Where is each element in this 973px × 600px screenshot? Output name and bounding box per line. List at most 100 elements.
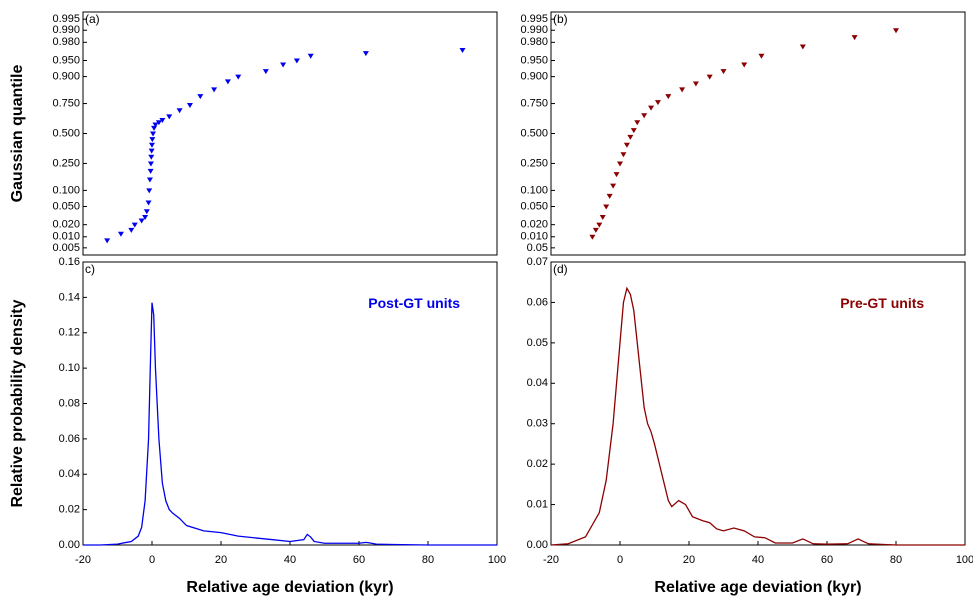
y-tick-label: 0.500 [52, 127, 80, 139]
y-tick-label: 0.990 [52, 24, 80, 36]
point [145, 200, 152, 206]
point [654, 100, 661, 106]
point [146, 177, 153, 183]
point [634, 120, 641, 126]
y-axis-title: Relative probability density [9, 299, 26, 507]
point [610, 183, 617, 189]
point [623, 142, 630, 148]
x-tick-label: 60 [821, 554, 833, 566]
y-tick-label: 0.250 [52, 157, 80, 169]
point [148, 148, 155, 154]
point [741, 62, 748, 68]
panel-label: (d) [553, 262, 568, 276]
x-tick-label: 80 [422, 554, 434, 566]
y-tick-label: 0.995 [520, 13, 548, 25]
panel-label: c) [85, 262, 95, 276]
point [280, 62, 287, 68]
y-tick-label: 0.010 [52, 231, 80, 243]
point [613, 172, 620, 178]
x-tick-label: 20 [215, 554, 227, 566]
y-tick-label: 0.020 [520, 219, 548, 231]
point [142, 214, 149, 220]
point [592, 227, 599, 233]
point [150, 131, 157, 137]
plot-frame [550, 11, 966, 256]
point [131, 222, 138, 228]
point [641, 113, 648, 119]
y-tick-label: 0.010 [520, 231, 548, 243]
point [630, 128, 637, 134]
y-tick-label: 0.00 [527, 539, 548, 551]
point [893, 28, 899, 34]
point [117, 231, 124, 237]
y-tick-label: 0.100 [52, 184, 80, 196]
point [128, 227, 135, 233]
y-tick-label: 0.06 [59, 433, 80, 445]
annotation: Post-GT units [368, 295, 460, 311]
y-tick-label: 0.995 [52, 13, 80, 25]
x-tick-label: -20 [543, 554, 559, 566]
y-tick-label: 0.08 [59, 397, 80, 409]
point [620, 152, 627, 158]
y-tick-label: 0.990 [520, 24, 548, 36]
y-tick-label: 0.950 [520, 54, 548, 66]
point [706, 74, 713, 80]
point [648, 105, 655, 111]
point [851, 35, 858, 41]
point [617, 161, 623, 167]
point [627, 134, 634, 140]
point [459, 48, 466, 54]
y-tick-label: 0.005 [52, 242, 80, 254]
point [799, 44, 806, 50]
y-tick-label: 0.05 [527, 337, 548, 349]
x-tick-label: 60 [353, 554, 365, 566]
x-tick-label: 20 [683, 554, 695, 566]
point [596, 222, 603, 228]
point [155, 120, 162, 126]
y-tick-label: 0.02 [59, 504, 80, 516]
panel-label: (b) [553, 12, 568, 26]
y-tick-label: 0.950 [52, 54, 80, 66]
point [149, 137, 156, 143]
y-tick-label: 0.980 [520, 36, 548, 48]
point [603, 204, 610, 210]
y-tick-label: 0.00 [59, 539, 80, 551]
x-tick-label: -20 [75, 554, 91, 566]
y-tick-label: 0.750 [52, 97, 80, 109]
x-axis-title: Relative age deviation (kyr) [186, 579, 393, 596]
y-tick-label: 0.12 [59, 327, 80, 339]
y-tick-label: 0.04 [527, 377, 548, 389]
annotation: Pre-GT units [840, 295, 924, 311]
point [151, 125, 158, 131]
point [362, 51, 369, 57]
point [758, 53, 765, 59]
y-tick-label: 0.900 [52, 71, 80, 83]
x-tick-label: 100 [956, 554, 973, 566]
y-tick-label: 0.04 [59, 468, 80, 480]
y-tick-label: 0.02 [527, 458, 548, 470]
point [143, 209, 150, 215]
point [147, 161, 154, 167]
point [235, 74, 242, 80]
y-tick-label: 0.06 [527, 296, 548, 308]
y-tick-label: 0.900 [520, 71, 548, 83]
point [262, 69, 269, 75]
x-axis-title: Relative age deviation (kyr) [654, 579, 861, 596]
density-line [83, 302, 497, 546]
y-tick-label: 0.050 [52, 200, 80, 212]
y-tick-label: 0.14 [59, 291, 80, 303]
point [104, 238, 111, 244]
point [138, 218, 145, 224]
point [589, 234, 596, 240]
y-tick-label: 0.980 [52, 36, 80, 48]
x-tick-label: 0 [617, 554, 623, 566]
x-tick-label: 100 [488, 554, 506, 566]
y-tick-label: 0.050 [520, 200, 548, 212]
point [665, 94, 672, 100]
y-axis-title: Gaussian quantile [9, 64, 26, 202]
point [720, 69, 727, 75]
point [606, 193, 613, 199]
x-tick-label: 0 [149, 554, 155, 566]
x-tick-label: 40 [752, 554, 764, 566]
